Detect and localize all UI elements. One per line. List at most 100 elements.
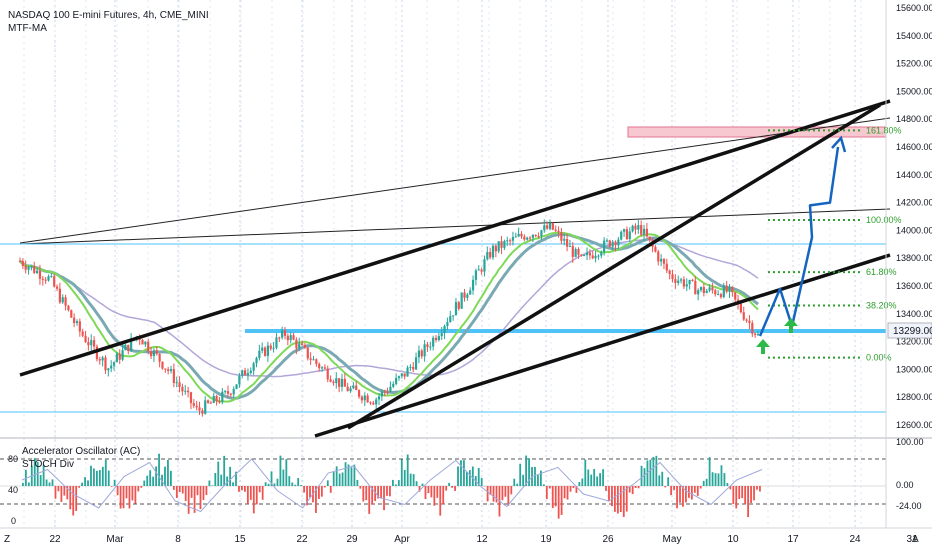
osc-bar: [439, 486, 441, 516]
candle-body: [646, 229, 648, 237]
osc-bar: [667, 477, 669, 486]
candle-body: [609, 240, 611, 246]
candle-body: [121, 350, 123, 360]
candle-body: [623, 229, 625, 232]
candle-body: [589, 253, 591, 256]
osc-bar: [676, 486, 678, 508]
upper-trendline-thin: [20, 118, 890, 243]
candle-body: [84, 336, 86, 342]
osc-bar: [336, 466, 338, 486]
osc-bar: [493, 486, 495, 502]
candle-body: [364, 396, 366, 401]
candle-body: [275, 337, 277, 347]
osc-bar: [715, 473, 717, 486]
osc-bar: [262, 486, 264, 500]
osc-bar: [546, 486, 548, 499]
osc-bar: [297, 478, 299, 486]
candle-body: [270, 346, 272, 349]
osc-bar: [460, 460, 462, 486]
corner-label-right[interactable]: A: [912, 534, 919, 545]
candle-body: [512, 237, 514, 241]
candle-body: [184, 391, 186, 392]
osc-bar: [200, 486, 202, 509]
candle-body: [47, 276, 49, 280]
candle-body: [555, 230, 557, 231]
candle-body: [586, 253, 588, 255]
candle-body: [640, 225, 642, 235]
candle-body: [312, 359, 314, 360]
candle-body: [33, 266, 35, 273]
osc-bar: [407, 454, 409, 486]
candle-body: [572, 246, 574, 257]
candle-body: [671, 274, 673, 279]
osc-left-tick-0: 0: [11, 516, 16, 526]
candle-body: [560, 232, 562, 241]
candle-body: [198, 407, 200, 410]
osc-bar: [422, 484, 424, 486]
osc-bar: [58, 486, 60, 491]
oscillator-subtitle: STOCH Div: [22, 459, 74, 470]
osc-bar: [81, 483, 83, 486]
osc-bar: [469, 470, 471, 486]
candle-body: [349, 388, 351, 391]
osc-bar: [590, 475, 592, 486]
candle-body: [42, 279, 44, 280]
candle-body: [626, 229, 628, 239]
osc-bar: [593, 469, 595, 486]
candle-body: [332, 382, 334, 383]
candle-body: [720, 294, 722, 297]
candle-body: [614, 242, 616, 246]
candle-body: [455, 302, 457, 315]
osc-bar: [410, 474, 412, 486]
time-tick: Mar: [106, 534, 124, 545]
candle-body: [253, 363, 255, 370]
candle-body: [201, 410, 203, 413]
candle-body: [634, 226, 636, 230]
osc-bar: [416, 481, 418, 486]
time-tick: 24: [849, 534, 861, 545]
osc-bar: [454, 486, 456, 491]
osc-bar: [513, 479, 515, 486]
osc-bar: [750, 486, 752, 503]
osc-bar: [46, 480, 48, 486]
osc-bar: [55, 486, 57, 499]
osc-right-tick-100: 100.00: [896, 437, 924, 447]
candle-body: [113, 362, 115, 365]
candle-body: [500, 241, 502, 248]
candle-body: [79, 321, 81, 331]
osc-bar: [735, 486, 737, 508]
osc-bar: [685, 486, 687, 502]
osc-bar: [428, 486, 430, 493]
osc-bar: [525, 456, 527, 486]
candle-body: [697, 290, 699, 294]
osc-bar: [389, 486, 391, 496]
candle-body: [649, 237, 651, 241]
osc-bar: [395, 484, 397, 486]
osc-bar: [712, 472, 714, 486]
time-tick: 8: [175, 534, 181, 545]
candle-body: [36, 271, 38, 273]
candle-body: [575, 249, 577, 257]
osc-bar: [149, 470, 151, 486]
candle-body: [156, 350, 158, 354]
candle-body: [472, 280, 474, 290]
osc-bar: [567, 486, 569, 500]
candle-body: [424, 344, 426, 356]
osc-bar: [578, 482, 580, 486]
osc-bar: [694, 486, 696, 493]
time-tick: Apr: [394, 534, 410, 545]
candle-body: [173, 369, 175, 383]
osc-bar: [303, 486, 305, 492]
osc-bar: [155, 466, 157, 486]
candle-body: [284, 330, 286, 335]
candle-body: [549, 223, 551, 229]
osc-bar: [570, 486, 572, 492]
corner-label-left[interactable]: Z: [4, 534, 10, 545]
osc-bar: [40, 475, 42, 486]
candle-body: [181, 387, 183, 392]
price-tick: 15000.00: [896, 86, 932, 96]
osc-bar: [726, 483, 728, 486]
candle-body: [190, 392, 192, 403]
